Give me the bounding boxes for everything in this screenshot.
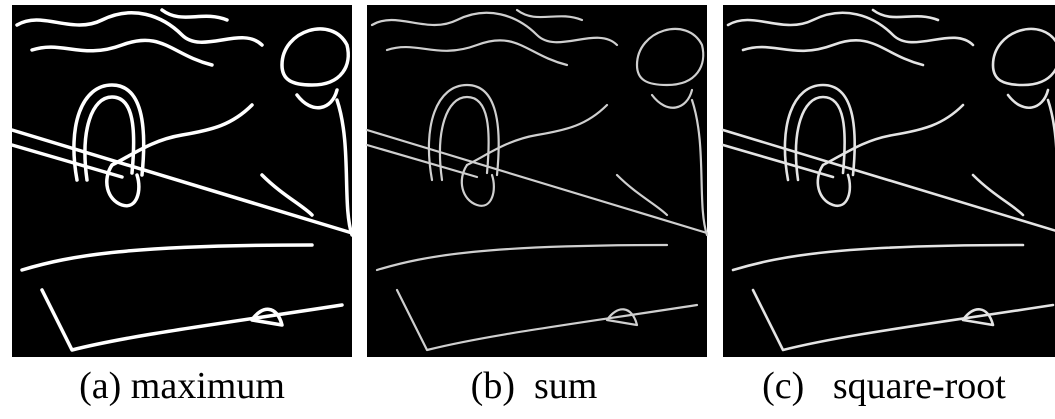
figure: (a) maximum (b) sum (c) square-root bbox=[0, 0, 1055, 419]
caption: (c) square-root bbox=[762, 365, 1006, 407]
panel-a bbox=[12, 5, 352, 357]
panel-b bbox=[367, 5, 707, 357]
panel-c bbox=[723, 5, 1055, 357]
caption: (b) sum bbox=[471, 365, 598, 407]
caption: (a) maximum bbox=[79, 365, 285, 407]
